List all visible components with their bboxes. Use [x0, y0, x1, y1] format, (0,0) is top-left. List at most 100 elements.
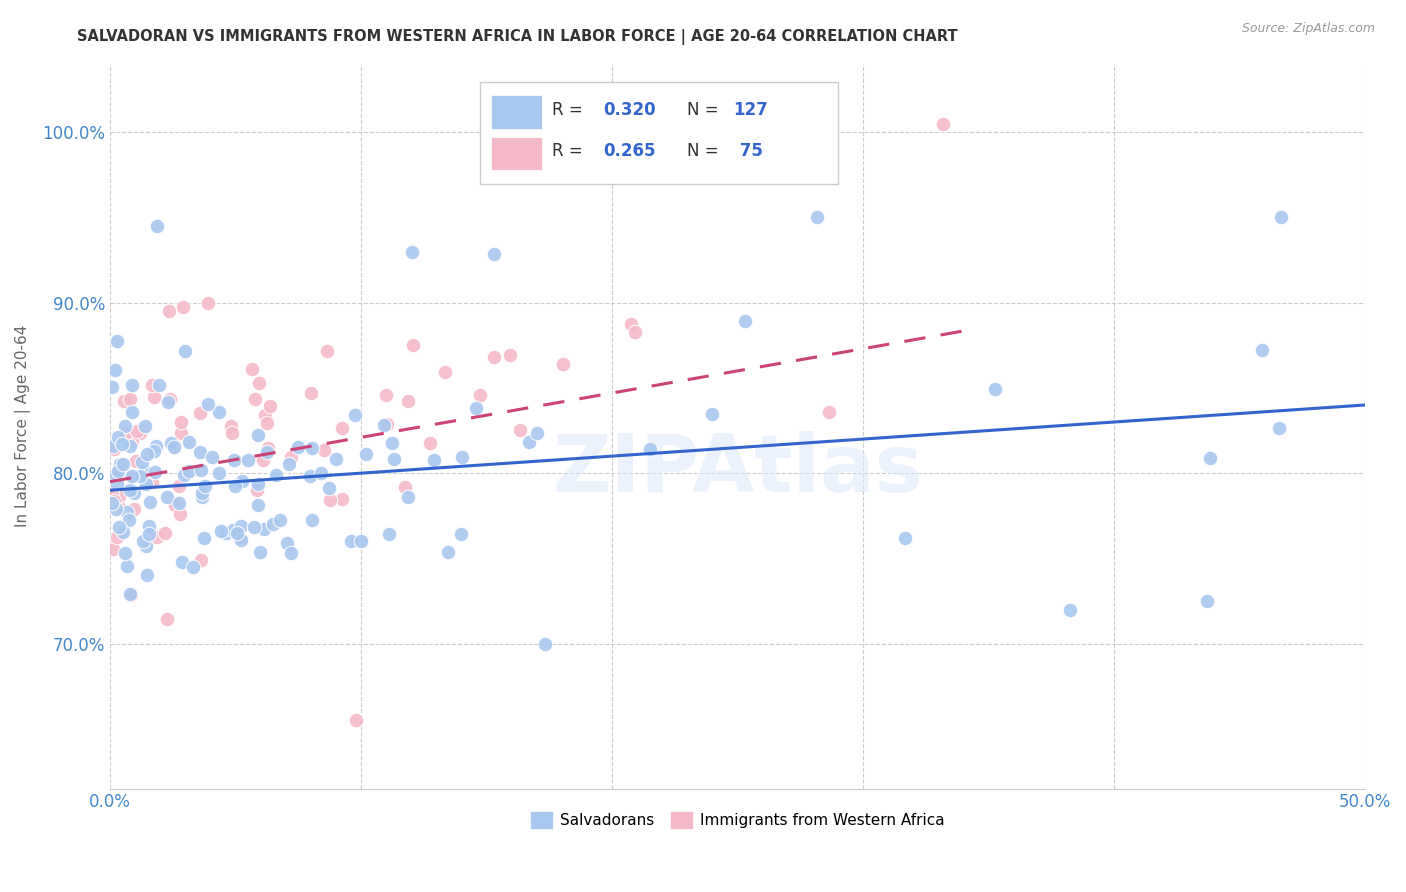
Point	[464, 401, 486, 415]
Point	[108, 489, 131, 503]
Point	[141, 377, 163, 392]
Point	[377, 417, 399, 431]
Point	[179, 464, 201, 478]
Point	[197, 397, 219, 411]
Point	[165, 439, 187, 453]
Point	[257, 442, 280, 456]
Point	[247, 376, 270, 391]
Point	[240, 362, 263, 376]
Point	[229, 518, 252, 533]
Text: 75: 75	[734, 142, 762, 160]
Point	[141, 475, 163, 489]
Point	[143, 444, 166, 458]
Text: SALVADORAN VS IMMIGRANTS FROM WESTERN AFRICA IN LABOR FORCE | AGE 20-64 CORRELAT: SALVADORAN VS IMMIGRANTS FROM WESTERN AF…	[77, 29, 957, 45]
Point	[509, 423, 531, 437]
Point	[139, 495, 162, 509]
Point	[269, 513, 291, 527]
Point	[1199, 450, 1222, 465]
Point	[450, 527, 472, 541]
Point	[222, 524, 245, 538]
Point	[121, 434, 143, 448]
Point	[143, 465, 166, 479]
Point	[157, 304, 180, 318]
Point	[620, 317, 643, 331]
Point	[1267, 421, 1289, 435]
FancyBboxPatch shape	[492, 136, 541, 169]
Point	[160, 436, 183, 450]
Point	[188, 445, 211, 459]
Point	[165, 498, 187, 512]
Point	[247, 477, 270, 491]
Point	[398, 491, 420, 505]
Point	[287, 440, 309, 454]
Point	[247, 428, 270, 442]
Text: 0.320: 0.320	[603, 101, 655, 119]
Point	[298, 469, 321, 483]
Point	[423, 452, 446, 467]
Point	[482, 350, 505, 364]
Point	[984, 382, 1007, 396]
Point	[1059, 602, 1081, 616]
Point	[396, 394, 419, 409]
Point	[146, 219, 169, 233]
Point	[129, 423, 152, 437]
Point	[122, 485, 145, 500]
Point	[108, 519, 131, 533]
Text: N =: N =	[688, 142, 724, 160]
Point	[105, 477, 128, 491]
Point	[104, 363, 127, 377]
Point	[344, 714, 367, 728]
Point	[208, 467, 231, 481]
FancyBboxPatch shape	[492, 95, 541, 128]
Point	[190, 463, 212, 477]
Point	[238, 452, 260, 467]
Point	[301, 442, 323, 456]
Point	[115, 559, 138, 574]
Point	[1197, 594, 1219, 608]
Point	[107, 500, 129, 515]
Point	[1250, 343, 1272, 357]
Point	[340, 533, 363, 548]
Point	[156, 490, 179, 504]
Text: 0.265: 0.265	[603, 142, 655, 160]
Point	[118, 513, 141, 527]
Point	[132, 534, 155, 549]
Point	[224, 478, 246, 492]
Point	[177, 434, 200, 449]
Point	[172, 300, 194, 314]
Point	[190, 490, 212, 504]
Point	[121, 469, 143, 483]
Point	[103, 439, 125, 453]
Point	[343, 408, 366, 422]
Point	[249, 545, 271, 559]
Point	[114, 419, 136, 434]
Point	[135, 539, 157, 553]
Point	[354, 447, 377, 461]
Point	[138, 527, 160, 541]
Point	[309, 466, 332, 480]
Point	[120, 439, 142, 453]
Point	[112, 393, 135, 408]
Point	[526, 426, 548, 441]
Point	[138, 519, 160, 533]
Text: 127: 127	[734, 101, 768, 119]
Point	[318, 481, 340, 495]
Point	[301, 513, 323, 527]
Point	[101, 541, 124, 556]
Point	[111, 437, 134, 451]
Point	[624, 326, 647, 340]
Point	[242, 519, 264, 533]
Point	[1270, 211, 1292, 225]
Point	[419, 435, 441, 450]
Point	[115, 426, 138, 441]
Point	[115, 505, 138, 519]
Text: ZIPAtlas: ZIPAtlas	[553, 431, 922, 508]
Text: Source: ZipAtlas.com: Source: ZipAtlas.com	[1241, 22, 1375, 36]
Point	[148, 378, 170, 392]
Point	[437, 545, 460, 559]
Point	[121, 378, 143, 392]
Point	[201, 450, 224, 464]
Point	[131, 455, 153, 469]
Point	[534, 637, 557, 651]
Y-axis label: In Labor Force | Age 20-64: In Labor Force | Age 20-64	[15, 325, 31, 527]
